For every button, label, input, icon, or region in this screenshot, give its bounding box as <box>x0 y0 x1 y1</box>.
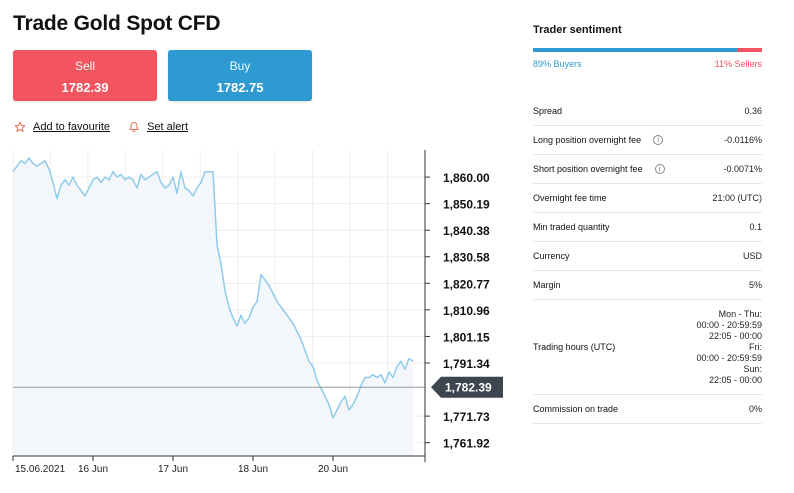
info-row-currency: Currency USD <box>533 242 762 271</box>
add-to-favourite-label: Add to favourite <box>33 121 111 133</box>
sell-button[interactable]: Sell 1782.39 <box>13 50 157 101</box>
sentiment-bar <box>533 48 762 52</box>
buy-price: 1782.75 <box>216 80 264 95</box>
short-fee-label: Short position overnight fee <box>533 164 643 174</box>
trading-hours-value: Mon - Thu: 00:00 - 20:59:59 22:05 - 00:0… <box>696 309 762 386</box>
buy-label: Buy <box>229 59 251 73</box>
trading-hours-line: 22:05 - 00:00 <box>708 330 762 341</box>
margin-value: 5% <box>748 280 762 290</box>
y-tick-label: 1,761.92 <box>443 437 490 451</box>
trading-hours-line: Sun: <box>743 363 762 374</box>
sell-price: 1782.39 <box>61 80 109 95</box>
y-tick-label: 1,801.15 <box>443 330 490 344</box>
info-icon[interactable]: i <box>654 164 665 174</box>
y-tick-label: 1,830.58 <box>443 251 490 265</box>
short-fee-key: Short position overnight fee i <box>533 164 665 174</box>
x-tick-label: 18 Jun <box>238 464 268 475</box>
info-row-fee-time: Overnight fee time 21:00 (UTC) <box>533 184 762 213</box>
star-icon <box>13 120 27 134</box>
sentiment-sellers-label: 11% Sellers <box>714 59 762 69</box>
y-tick-label: 1,820.77 <box>443 277 490 291</box>
min-qty-label: Min traded quantity <box>533 222 610 232</box>
y-tick-label: 1,771.73 <box>443 410 490 424</box>
trading-hours-line: Fri: <box>749 341 762 352</box>
x-tick-label: 20 Jun <box>318 464 348 475</box>
currency-label: Currency <box>533 251 570 261</box>
trading-hours-line: 00:00 - 20:59:59 <box>696 319 762 330</box>
info-row-spread: Spread 0.36 <box>533 97 762 126</box>
info-row-commission: Commission on trade 0% <box>533 395 762 424</box>
long-fee-value: -0.0116% <box>724 135 762 145</box>
bell-icon <box>127 120 141 134</box>
price-area <box>13 158 413 456</box>
info-row-short-fee: Short position overnight fee i -0.0071% <box>533 155 762 184</box>
min-qty-value: 0.1 <box>749 222 762 232</box>
instrument-info-table: Spread 0.36 Long position overnight fee i… <box>533 97 762 424</box>
sentiment-buyers-label: 89% Buyers <box>533 59 582 69</box>
trading-hours-line: Mon - Thu: <box>718 308 762 319</box>
price-chart[interactable]: 1,860.00 1,850.19 1,840.38 1,830.58 1,820.77… <box>0 142 510 482</box>
action-links: Add to favourite Set alert <box>13 120 188 134</box>
info-row-min-qty: Min traded quantity 0.1 <box>533 213 762 242</box>
current-price-marker <box>431 376 503 398</box>
info-icon[interactable]: i <box>653 135 664 145</box>
set-alert-link[interactable]: Set alert <box>127 120 188 134</box>
y-tick-label: 1,840.38 <box>443 224 490 238</box>
current-price-label: 1,782.39 <box>445 381 492 395</box>
page-title: Trade Gold Spot CFD <box>13 12 221 35</box>
info-row-margin: Margin 5% <box>533 271 762 300</box>
y-tick-label: 1,860.00 <box>443 171 490 185</box>
trading-hours-label: Trading hours (UTC) <box>533 342 616 352</box>
fee-time-label: Overnight fee time <box>533 193 607 203</box>
x-tick-label: 17 Jun <box>158 464 188 475</box>
sentiment-buyers-fill <box>533 48 737 52</box>
long-fee-key: Long position overnight fee i <box>533 135 664 145</box>
x-tick-label: 15.06.2021 <box>15 464 65 475</box>
y-tick-label: 1,791.34 <box>443 357 490 371</box>
spread-label: Spread <box>533 106 563 116</box>
sentiment-sellers-fill <box>736 48 762 52</box>
y-tick-label: 1,810.96 <box>443 304 490 318</box>
currency-value: USD <box>742 251 762 261</box>
y-tick-label: 1,850.19 <box>443 198 490 212</box>
info-row-trading-hours: Trading hours (UTC) Mon - Thu: 00:00 - 2… <box>533 300 762 395</box>
add-to-favourite-link[interactable]: Add to favourite <box>13 120 110 134</box>
trading-hours-line: 00:00 - 20:59:59 <box>696 352 762 363</box>
short-fee-value: -0.0071% <box>723 164 762 174</box>
commission-label: Commission on trade <box>533 404 619 414</box>
sell-label: Sell <box>74 59 95 73</box>
sentiment-title: Trader sentiment <box>533 24 622 36</box>
price-line <box>12 157 414 419</box>
margin-label: Margin <box>533 280 561 290</box>
info-row-long-fee: Long position overnight fee i -0.0116% <box>533 126 762 155</box>
set-alert-label: Set alert <box>147 121 189 133</box>
fee-time-value: 21:00 (UTC) <box>712 193 762 203</box>
x-tick-label: 16 Jun <box>78 464 108 475</box>
spread-value: 0.36 <box>744 106 762 116</box>
trading-hours-line: 22:05 - 00:00 <box>708 374 762 385</box>
buy-button[interactable]: Buy 1782.75 <box>168 50 312 101</box>
long-fee-label: Long position overnight fee <box>533 135 642 145</box>
commission-value: 0% <box>748 404 762 414</box>
price-chart-svg: 1,860.00 1,850.19 1,840.38 1,830.58 1,820.77… <box>12 150 503 475</box>
